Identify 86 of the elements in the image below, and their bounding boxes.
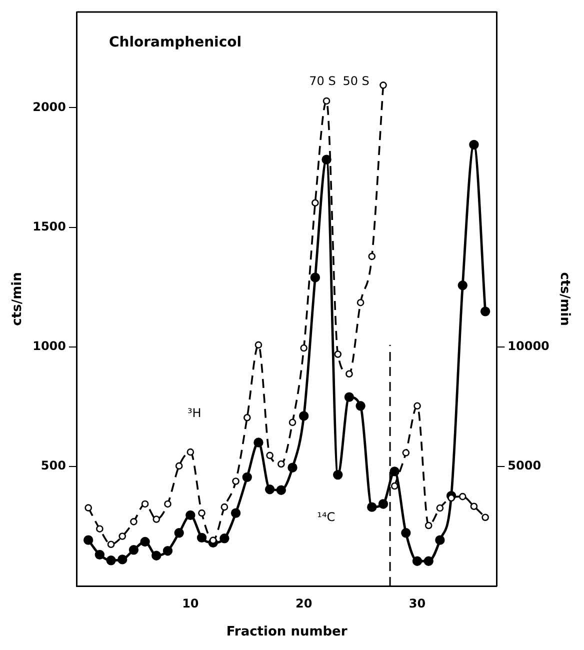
point (162, 546, 173, 556)
x-tick-label: 10 (182, 596, 199, 610)
point (458, 280, 468, 290)
point (414, 402, 421, 410)
annotation: 50 S (342, 74, 370, 88)
point (243, 414, 251, 422)
point (356, 298, 364, 306)
x-tick-label: 30 (408, 596, 426, 610)
point (356, 401, 366, 411)
x-axis-title: Fraction number (226, 624, 348, 640)
point (288, 418, 296, 426)
point (209, 536, 217, 544)
point (196, 532, 207, 543)
point (322, 97, 330, 105)
x-tick-label: 20 (295, 596, 312, 610)
y-tick-label: 1000 (32, 338, 66, 353)
point (118, 554, 128, 564)
text: ¹⁴C (317, 510, 336, 524)
point (96, 525, 104, 532)
point (242, 472, 252, 482)
point (118, 532, 126, 540)
point (424, 522, 432, 530)
point (128, 545, 139, 555)
text: Chloramphenicol (109, 34, 242, 51)
point (469, 140, 479, 150)
point (288, 462, 298, 472)
point (220, 503, 228, 511)
point (130, 518, 138, 526)
point (344, 392, 354, 402)
point (230, 508, 241, 518)
point (84, 504, 92, 512)
point (264, 484, 275, 494)
y-tick-label: 500 (40, 458, 66, 473)
point (333, 470, 343, 480)
point (458, 492, 466, 500)
annotation: 70 S (309, 74, 336, 88)
point (470, 502, 478, 510)
point (334, 350, 342, 358)
point (174, 528, 184, 538)
point (198, 509, 206, 517)
point (152, 516, 160, 523)
point (390, 482, 398, 490)
point (175, 462, 183, 470)
y-tick-label: 1500 (32, 219, 66, 234)
point (278, 460, 285, 468)
point (186, 448, 194, 456)
y2-tick-label: 5000 (508, 458, 542, 473)
point (232, 478, 240, 485)
point (480, 306, 490, 316)
point (390, 466, 400, 476)
point (83, 535, 94, 545)
point (435, 535, 445, 545)
point (322, 154, 332, 164)
y-axis-title: cts/min (10, 272, 26, 326)
point (106, 556, 116, 566)
point (254, 438, 264, 448)
y2-axis-title: cts/min (556, 272, 572, 326)
point (164, 500, 172, 508)
point (436, 504, 444, 512)
point (140, 536, 150, 547)
point (380, 82, 387, 89)
text: ³H (187, 406, 202, 420)
y-tick-label: 2000 (32, 100, 66, 114)
point (346, 370, 353, 378)
point (412, 556, 422, 566)
point (300, 344, 308, 352)
point (141, 500, 149, 508)
point (401, 528, 411, 538)
point (312, 199, 319, 207)
point (482, 514, 489, 522)
y2-tick-label: 10000 (508, 338, 550, 353)
point (107, 540, 115, 548)
point (276, 485, 286, 495)
point (367, 502, 377, 512)
point (152, 550, 162, 560)
point (266, 452, 274, 460)
point (310, 272, 320, 282)
point (186, 510, 196, 520)
point (402, 449, 410, 456)
point (254, 341, 262, 349)
point (298, 411, 309, 421)
point (368, 252, 376, 260)
point (94, 550, 105, 560)
point (220, 534, 230, 544)
point (424, 556, 434, 566)
point (378, 499, 388, 509)
